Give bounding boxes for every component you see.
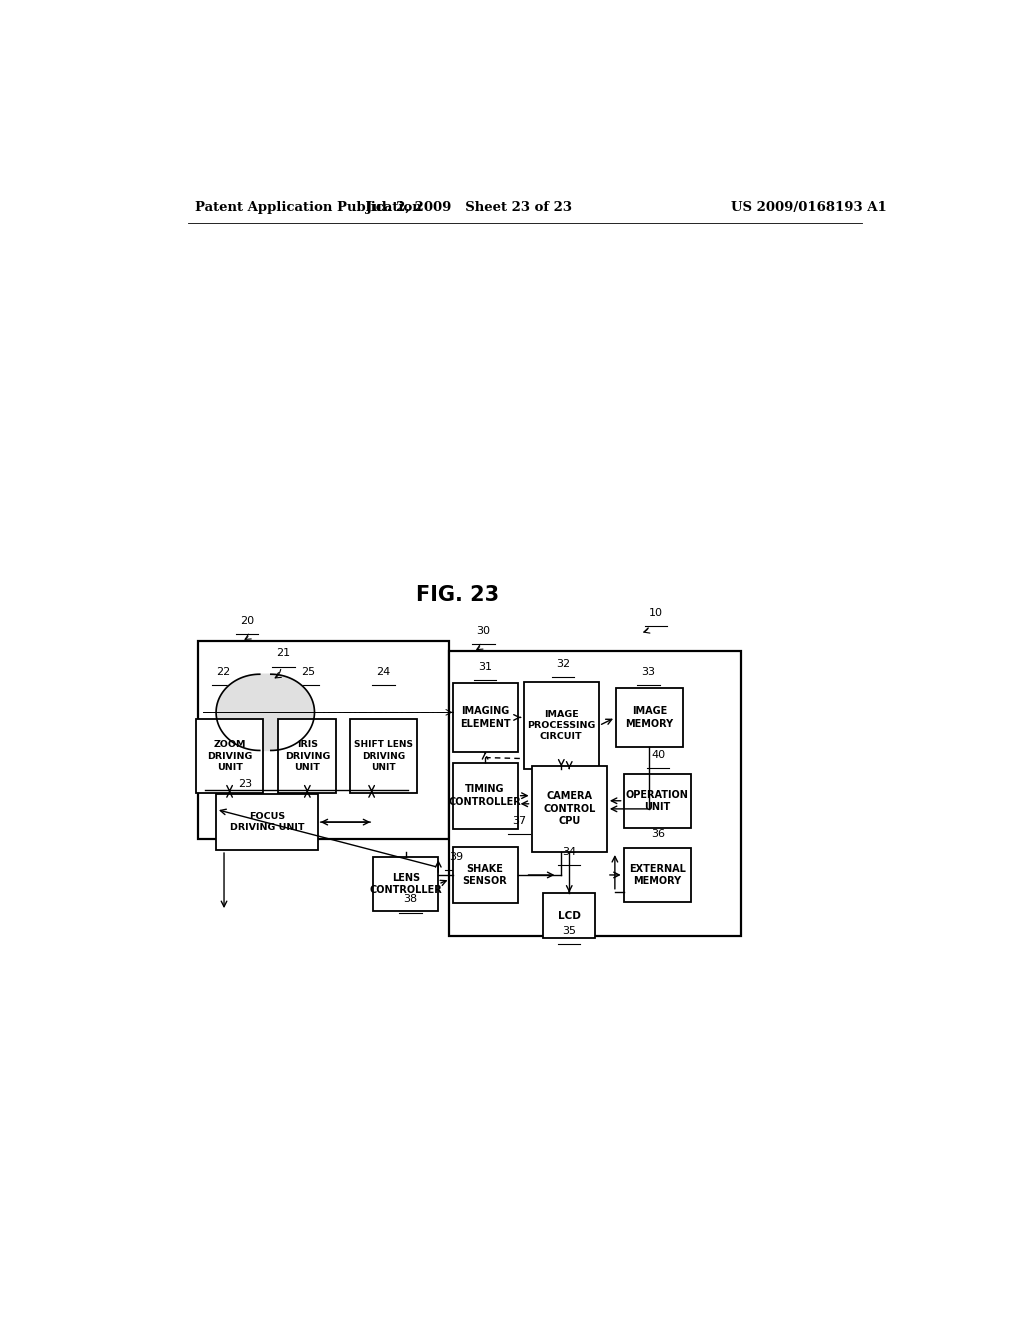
Text: IMAGING
ELEMENT: IMAGING ELEMENT [460, 706, 510, 729]
Text: LENS
CONTROLLER: LENS CONTROLLER [370, 873, 442, 895]
FancyBboxPatch shape [453, 682, 518, 752]
Text: 10: 10 [649, 607, 663, 618]
FancyBboxPatch shape [196, 719, 263, 792]
Text: FOCUS
DRIVING UNIT: FOCUS DRIVING UNIT [229, 812, 304, 832]
Text: TIMING
CONTROLLER: TIMING CONTROLLER [449, 784, 521, 807]
FancyBboxPatch shape [531, 766, 607, 853]
Text: 24: 24 [377, 667, 391, 677]
Text: 40: 40 [651, 750, 666, 760]
Text: SHAKE
SENSOR: SHAKE SENSOR [463, 863, 508, 886]
Text: 21: 21 [276, 648, 291, 659]
Text: 36: 36 [651, 829, 666, 840]
Text: US 2009/0168193 A1: US 2009/0168193 A1 [731, 201, 887, 214]
FancyBboxPatch shape [350, 719, 417, 792]
Text: 23: 23 [239, 779, 253, 788]
Text: ZOOM
DRIVING
UNIT: ZOOM DRIVING UNIT [207, 741, 252, 772]
FancyBboxPatch shape [624, 847, 691, 902]
Text: Patent Application Publication: Patent Application Publication [196, 201, 422, 214]
FancyBboxPatch shape [544, 892, 595, 939]
Text: EXTERNAL
MEMORY: EXTERNAL MEMORY [629, 863, 686, 886]
Text: 37: 37 [512, 816, 526, 826]
FancyBboxPatch shape [279, 719, 336, 792]
Text: 31: 31 [478, 661, 493, 672]
Polygon shape [216, 675, 314, 751]
Text: 22: 22 [216, 667, 230, 677]
FancyBboxPatch shape [450, 651, 741, 936]
Text: CAMERA
CONTROL
CPU: CAMERA CONTROL CPU [543, 792, 595, 826]
Text: 25: 25 [301, 667, 315, 677]
Text: 39: 39 [449, 851, 463, 862]
Text: FIG. 23: FIG. 23 [416, 586, 499, 606]
Text: 38: 38 [403, 895, 418, 904]
Text: 35: 35 [562, 925, 577, 936]
FancyBboxPatch shape [453, 847, 518, 903]
Text: Jul. 2, 2009   Sheet 23 of 23: Jul. 2, 2009 Sheet 23 of 23 [367, 201, 572, 214]
FancyBboxPatch shape [373, 857, 438, 911]
Text: 33: 33 [642, 667, 655, 677]
Text: LCD: LCD [558, 911, 581, 920]
FancyBboxPatch shape [624, 774, 691, 828]
FancyBboxPatch shape [453, 763, 518, 829]
Text: 32: 32 [556, 659, 570, 669]
Text: OPERATION
UNIT: OPERATION UNIT [626, 789, 689, 812]
Text: IMAGE
MEMORY: IMAGE MEMORY [626, 706, 674, 729]
FancyBboxPatch shape [523, 682, 599, 768]
Text: 20: 20 [240, 616, 254, 626]
FancyBboxPatch shape [615, 688, 683, 747]
Text: IRIS
DRIVING
UNIT: IRIS DRIVING UNIT [285, 741, 330, 772]
FancyBboxPatch shape [198, 642, 450, 840]
Text: 30: 30 [476, 626, 490, 636]
Text: 34: 34 [562, 846, 577, 857]
Text: IMAGE
PROCESSING
CIRCUIT: IMAGE PROCESSING CIRCUIT [527, 710, 596, 741]
Text: SHIFT LENS
DRIVING
UNIT: SHIFT LENS DRIVING UNIT [354, 741, 413, 772]
FancyBboxPatch shape [216, 795, 317, 850]
